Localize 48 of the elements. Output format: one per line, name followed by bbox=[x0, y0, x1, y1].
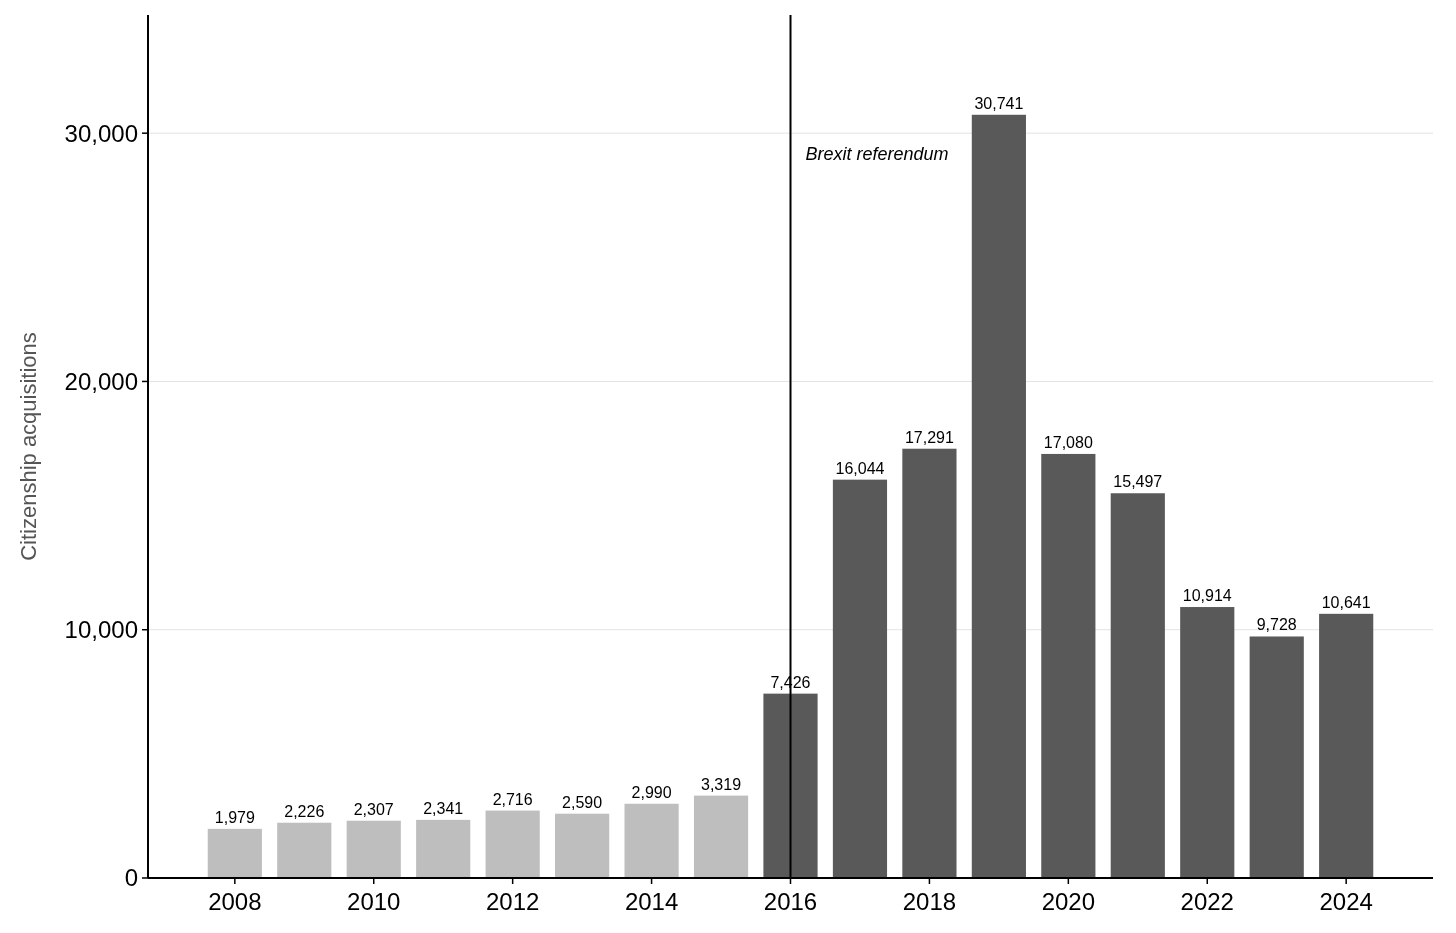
bar bbox=[1249, 636, 1304, 878]
data-label: 2,990 bbox=[631, 783, 672, 801]
bar bbox=[1041, 453, 1096, 878]
data-label: 30,741 bbox=[974, 94, 1024, 112]
x-tick-label: 2014 bbox=[624, 888, 679, 915]
bar bbox=[555, 813, 610, 878]
bar bbox=[832, 479, 888, 878]
data-label: 10,914 bbox=[1182, 587, 1232, 605]
data-label: 17,080 bbox=[1043, 433, 1093, 451]
bar bbox=[277, 822, 332, 878]
x-tick-label: 2024 bbox=[1319, 888, 1373, 915]
x-tick-label: 2018 bbox=[902, 888, 957, 915]
bar bbox=[693, 795, 749, 878]
data-label: 2,307 bbox=[353, 800, 394, 818]
bar bbox=[1180, 607, 1235, 878]
data-label: 2,716 bbox=[492, 790, 533, 808]
y-tick-label: 30,000 bbox=[64, 119, 138, 147]
data-label: 9,728 bbox=[1256, 616, 1297, 634]
x-tick-label: 2020 bbox=[1041, 888, 1096, 915]
data-label: 10,641 bbox=[1321, 593, 1371, 611]
data-label: 2,590 bbox=[562, 793, 603, 811]
data-label: 16,044 bbox=[835, 459, 885, 477]
data-label: 2,341 bbox=[423, 799, 464, 817]
y-tick-label: 0 bbox=[124, 864, 138, 892]
bar bbox=[971, 114, 1026, 878]
y-tick-label: 20,000 bbox=[64, 367, 138, 395]
bar bbox=[485, 810, 540, 878]
bar bbox=[207, 828, 262, 878]
bar bbox=[624, 803, 679, 878]
bar bbox=[1319, 613, 1374, 878]
y-axis-title: Citizenship acquisitions bbox=[16, 332, 41, 561]
data-label: 3,319 bbox=[701, 775, 742, 793]
data-label: 17,291 bbox=[904, 428, 954, 446]
data-label: 1,979 bbox=[214, 808, 255, 826]
x-tick-label: 2010 bbox=[347, 888, 401, 915]
x-tick-label: 2012 bbox=[485, 888, 540, 915]
bar bbox=[763, 693, 818, 878]
x-tick-label: 2016 bbox=[763, 888, 818, 915]
bar bbox=[416, 819, 471, 878]
x-tick-label: 2022 bbox=[1180, 888, 1234, 915]
bar bbox=[1110, 493, 1165, 878]
data-label: 15,497 bbox=[1113, 473, 1163, 491]
data-label: 2,226 bbox=[284, 802, 325, 820]
ref-line-label: Brexit referendum bbox=[805, 144, 949, 164]
bar bbox=[346, 820, 401, 878]
x-tick-label: 2008 bbox=[208, 888, 262, 915]
y-tick-label: 10,000 bbox=[64, 616, 138, 644]
bar bbox=[902, 448, 957, 878]
